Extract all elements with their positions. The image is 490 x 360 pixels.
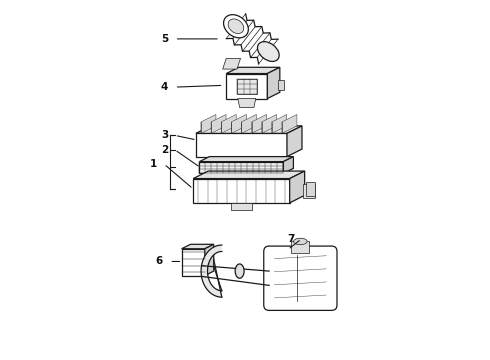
Polygon shape [196, 134, 287, 157]
Bar [303, 184, 316, 198]
Polygon shape [226, 67, 280, 73]
Text: 5: 5 [161, 34, 168, 44]
Polygon shape [290, 171, 305, 203]
Polygon shape [226, 73, 268, 99]
Polygon shape [201, 245, 222, 297]
Polygon shape [283, 157, 294, 174]
Polygon shape [196, 126, 302, 134]
Ellipse shape [257, 42, 279, 62]
Polygon shape [199, 162, 283, 174]
FancyBboxPatch shape [264, 246, 337, 310]
Text: 6: 6 [156, 256, 163, 266]
Polygon shape [272, 114, 287, 134]
Ellipse shape [228, 19, 244, 33]
Bar [306, 182, 316, 196]
Polygon shape [222, 58, 241, 69]
Ellipse shape [235, 264, 244, 278]
Bar [237, 78, 257, 94]
Polygon shape [287, 126, 302, 157]
Polygon shape [193, 179, 290, 203]
Polygon shape [262, 114, 277, 134]
Text: 2: 2 [161, 145, 168, 155]
Polygon shape [282, 114, 297, 134]
Polygon shape [231, 114, 246, 134]
Bar [278, 80, 285, 90]
Polygon shape [193, 171, 305, 179]
Polygon shape [221, 114, 236, 134]
Polygon shape [251, 114, 267, 134]
Polygon shape [182, 249, 205, 275]
Text: 4: 4 [161, 82, 168, 92]
Polygon shape [205, 244, 214, 275]
Polygon shape [238, 99, 256, 108]
Text: 7: 7 [288, 234, 295, 244]
Polygon shape [242, 114, 256, 134]
Text: 3: 3 [161, 130, 168, 140]
Bar [231, 203, 252, 210]
Polygon shape [268, 67, 280, 99]
Polygon shape [201, 114, 216, 134]
Ellipse shape [294, 238, 307, 245]
Bar [292, 241, 309, 253]
Polygon shape [182, 244, 214, 249]
Ellipse shape [223, 15, 248, 38]
Text: 1: 1 [150, 159, 157, 169]
Polygon shape [211, 114, 226, 134]
Polygon shape [199, 157, 294, 162]
